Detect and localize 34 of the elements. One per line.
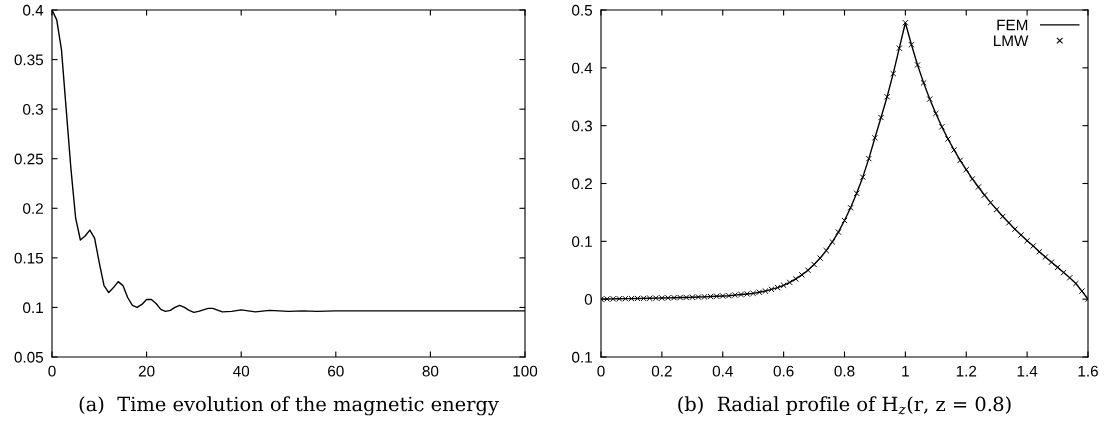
x-tick-label: 0.8 xyxy=(834,365,855,377)
x-tick-label: 80 xyxy=(422,365,439,377)
y-tick-label: 0.4 xyxy=(572,62,593,74)
y-tick-label: 0.15 xyxy=(14,252,44,264)
x-tick-label: 1 xyxy=(902,365,909,377)
y-tick-label: 0.3 xyxy=(572,120,592,132)
x-tick-label: 0.6 xyxy=(773,365,794,377)
y-tick-label: 0.5 xyxy=(572,4,593,16)
legend-label: FEM xyxy=(997,19,1028,31)
x-tick-label: 100 xyxy=(513,365,538,377)
x-tick-label: 1.4 xyxy=(1017,365,1038,377)
x-tick-label: 0 xyxy=(48,365,56,377)
x-tick-label: 20 xyxy=(138,365,155,377)
x-tick-label: 0 xyxy=(597,365,605,377)
y-tick-label: 0.2 xyxy=(23,203,43,214)
y-tick-label: 0.35 xyxy=(14,54,44,66)
legend-label: LMW xyxy=(994,35,1029,47)
y-tick-label: 0.1 xyxy=(572,236,592,248)
x-tick-label: 60 xyxy=(328,365,344,377)
x-tick-label: 1.6 xyxy=(1078,365,1098,377)
x-axis-title: (b) Radial profile of H$_{z}$(r, z = 0.8) xyxy=(678,396,1011,416)
y-tick-label: 0.25 xyxy=(14,153,44,165)
y-tick-label: 0.1 xyxy=(23,302,43,314)
x-tick-label: 1.2 xyxy=(956,365,977,377)
y-tick-label: 0.4 xyxy=(23,4,44,16)
y-tick-label: 0.3 xyxy=(23,104,43,115)
x-tick-label: 40 xyxy=(233,365,250,377)
y-tick-label: 0.1 xyxy=(572,351,592,363)
y-tick-label: 0 xyxy=(584,294,593,305)
y-tick-label: 0.2 xyxy=(572,178,592,190)
x-axis-title: (a) Time evolution of the magnetic energy xyxy=(79,396,499,416)
x-tick-label: 0.2 xyxy=(651,365,672,377)
y-tick-label: 0.05 xyxy=(14,351,44,363)
x-tick-label: 0.4 xyxy=(712,365,733,377)
